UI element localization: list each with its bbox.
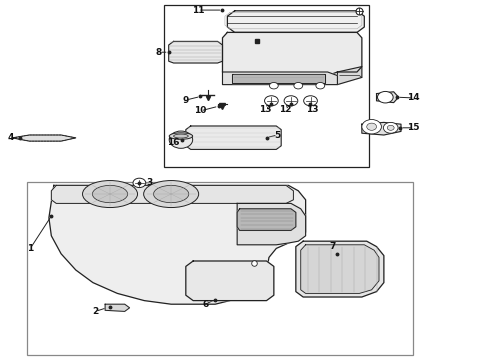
Bar — [27, 182, 412, 355]
Text: 2: 2 — [92, 307, 98, 316]
Text: 1: 1 — [27, 244, 33, 253]
Circle shape — [169, 131, 192, 148]
Text: 6: 6 — [202, 300, 208, 309]
Polygon shape — [376, 92, 398, 103]
Circle shape — [264, 96, 278, 106]
Polygon shape — [222, 72, 337, 85]
Text: 11: 11 — [191, 5, 204, 14]
Text: 3: 3 — [146, 178, 152, 187]
Bar — [163, 5, 368, 167]
Circle shape — [293, 82, 302, 89]
Circle shape — [386, 125, 393, 130]
Circle shape — [361, 120, 381, 134]
Text: 13: 13 — [305, 105, 318, 114]
Text: 15: 15 — [406, 123, 419, 132]
Polygon shape — [168, 41, 222, 63]
Text: 16: 16 — [167, 138, 180, 147]
Ellipse shape — [169, 133, 192, 139]
Text: 10: 10 — [194, 107, 206, 115]
Circle shape — [377, 91, 392, 103]
Ellipse shape — [153, 185, 188, 203]
Polygon shape — [105, 304, 129, 311]
Circle shape — [383, 122, 397, 133]
Circle shape — [315, 82, 324, 89]
Ellipse shape — [82, 180, 137, 207]
Circle shape — [133, 178, 145, 188]
Text: 12: 12 — [278, 105, 291, 114]
Text: 13: 13 — [259, 105, 271, 114]
Polygon shape — [51, 185, 293, 203]
Circle shape — [366, 123, 376, 130]
Polygon shape — [300, 245, 378, 293]
Polygon shape — [237, 209, 295, 230]
Text: 7: 7 — [328, 242, 335, 251]
Circle shape — [284, 96, 297, 106]
Polygon shape — [295, 241, 383, 297]
Polygon shape — [232, 74, 325, 83]
Text: 9: 9 — [182, 95, 189, 104]
Circle shape — [303, 96, 317, 106]
Polygon shape — [222, 32, 361, 76]
Ellipse shape — [143, 180, 198, 207]
Text: 14: 14 — [406, 94, 419, 102]
Polygon shape — [361, 122, 400, 135]
Ellipse shape — [173, 134, 188, 138]
Text: 5: 5 — [274, 130, 280, 139]
Polygon shape — [337, 67, 361, 85]
Text: 4: 4 — [7, 133, 14, 142]
Polygon shape — [227, 11, 364, 32]
Polygon shape — [49, 185, 305, 304]
Polygon shape — [185, 261, 273, 301]
Polygon shape — [12, 135, 76, 141]
Ellipse shape — [92, 185, 127, 203]
Text: 8: 8 — [156, 48, 162, 57]
Polygon shape — [237, 203, 305, 245]
Circle shape — [269, 82, 278, 89]
Polygon shape — [185, 126, 281, 149]
